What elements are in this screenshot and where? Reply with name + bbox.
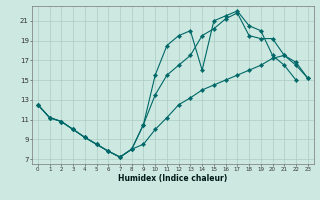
X-axis label: Humidex (Indice chaleur): Humidex (Indice chaleur) xyxy=(118,174,228,183)
